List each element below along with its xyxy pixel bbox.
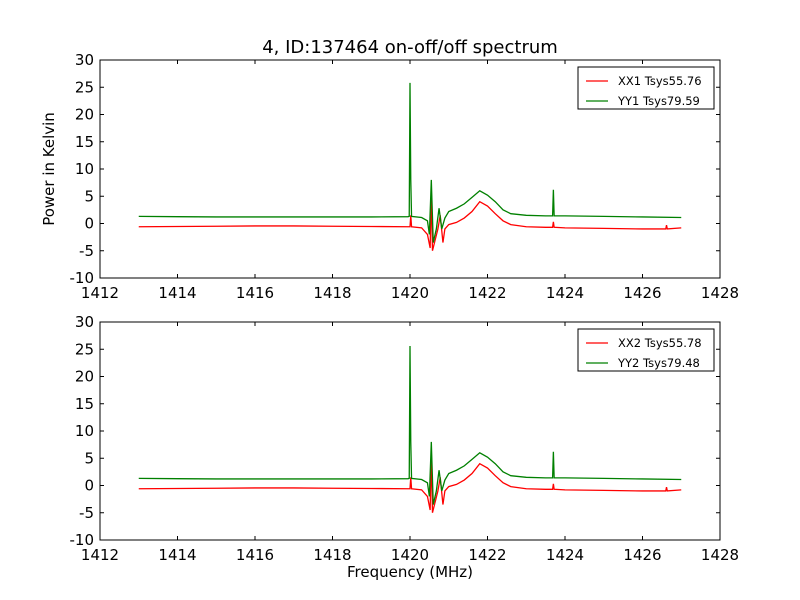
legend-label: XX2 Tsys55.78 [618, 336, 702, 350]
series-line-xx1 [138, 190, 682, 251]
subplot-1: 1412 1414 1416 1418 1420 1422 1424 1426 1428 -10 -… [70, 51, 740, 302]
legend: XX1 Tsys55.76 YY1 Tsys79.59 [577, 66, 715, 110]
y-tick-label: -5 [79, 242, 94, 260]
y-tick-label: 20 [75, 368, 94, 386]
x-tick-label: 1426 [623, 284, 661, 302]
y-tick-label: 20 [75, 106, 94, 124]
y-tick-label: 15 [75, 395, 94, 413]
y-tick-label: -5 [79, 504, 94, 522]
x-tick-label: 1412 [81, 546, 119, 564]
x-tick-label: 1422 [468, 284, 506, 302]
x-tick-label: 1422 [468, 546, 506, 564]
x-tick-label: 1420 [391, 546, 429, 564]
x-tick-label: 1428 [701, 284, 739, 302]
y-tick-label: 25 [75, 78, 94, 96]
y-tick-label: 30 [75, 51, 94, 69]
x-tick-label: 1414 [158, 284, 196, 302]
series-line-yy1 [138, 82, 682, 243]
legend-label: YY1 Tsys79.59 [617, 94, 700, 108]
x-tick-label: 1424 [546, 284, 584, 302]
series-line-yy2 [138, 345, 682, 505]
y-tick-label: 5 [84, 449, 94, 467]
legend-label: YY2 Tsys79.48 [617, 356, 700, 370]
legend-label: XX1 Tsys55.76 [618, 74, 702, 88]
x-tick-label: 1424 [546, 546, 584, 564]
x-tick-label: 1420 [391, 284, 429, 302]
y-tick-label: 5 [84, 187, 94, 205]
legend-box [577, 328, 715, 372]
x-tick-label: 1416 [236, 284, 274, 302]
y-tick-label: 0 [84, 215, 94, 233]
chart-title: 4, ID:137464 on-off/off spectrum [262, 37, 558, 58]
y-axis-label: Power in Kelvin [40, 112, 58, 226]
series-line-xx2 [138, 452, 682, 513]
subplot-2: 1412 1414 1416 1418 1420 1422 1424 1426 1428 -10 -… [70, 313, 740, 564]
y-tick-label: -10 [70, 269, 95, 287]
legend-box [577, 66, 715, 110]
x-tick-label: 1416 [236, 546, 274, 564]
x-tick-label: 1412 [81, 284, 119, 302]
y-tick-label: -10 [70, 531, 95, 549]
y-tick-label: 10 [75, 160, 94, 178]
x-tick-label: 1418 [313, 284, 351, 302]
subplots: 1412 1414 1416 1418 1420 1422 1424 1426 1428 -10 -… [70, 51, 740, 564]
y-tick-label: 0 [84, 477, 94, 495]
y-tick-label: 25 [75, 340, 94, 358]
x-tick-label: 1426 [623, 546, 661, 564]
y-tick-label: 10 [75, 422, 94, 440]
x-axis-label: Frequency (MHz) [347, 563, 473, 581]
x-tick-label: 1418 [313, 546, 351, 564]
legend: XX2 Tsys55.78 YY2 Tsys79.48 [577, 328, 715, 372]
y-tick-label: 15 [75, 133, 94, 151]
x-tick-label: 1414 [158, 546, 196, 564]
y-tick-label: 30 [75, 313, 94, 331]
x-tick-label: 1428 [701, 546, 739, 564]
